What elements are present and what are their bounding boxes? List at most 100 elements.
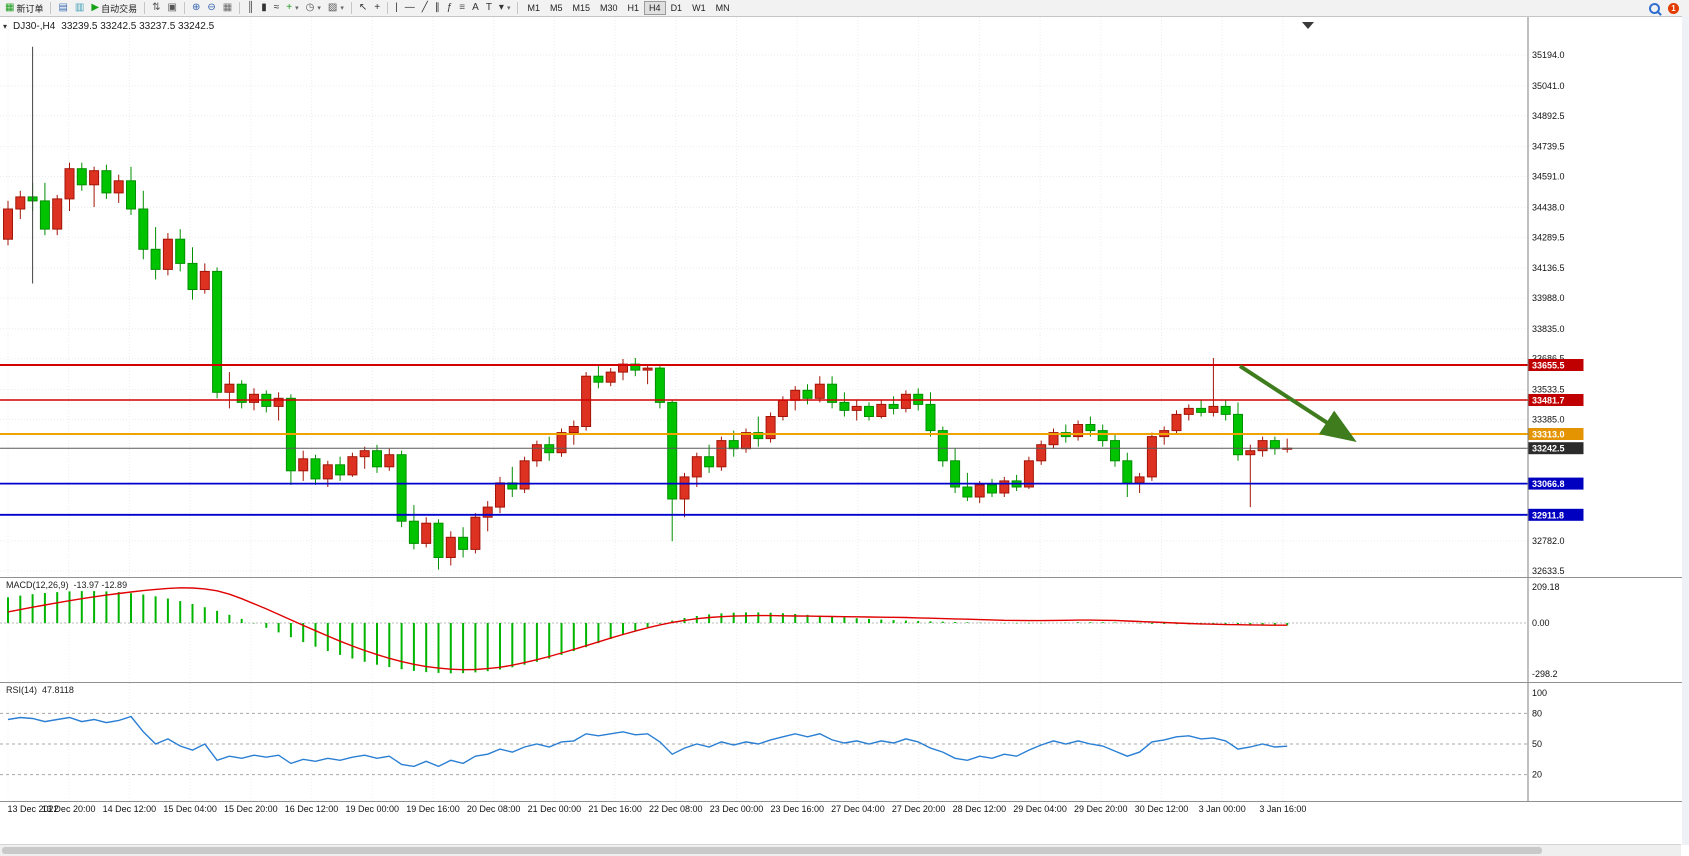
macd-name: MACD(12,26,9) [6, 580, 69, 590]
rsi-line [7, 715, 1288, 768]
periods-button[interactable]: ◷ ▾ [303, 1, 324, 15]
toolbar-separator [50, 2, 52, 14]
periods-icon: ◷ [305, 2, 315, 13]
timeframe-m5[interactable]: M5 [549, 3, 563, 13]
toolbar-separator [239, 2, 241, 14]
timeframe-h4[interactable]: H4 [644, 1, 666, 15]
bar-chart-type-button[interactable]: ║ [244, 1, 257, 15]
toolbar-separator [387, 2, 389, 14]
search-icon[interactable] [1649, 2, 1660, 14]
timeframe-d1[interactable]: D1 [670, 3, 683, 13]
fibonacci-button[interactable]: ƒ [444, 1, 456, 15]
templates-button-dropdown-icon[interactable]: ▾ [340, 5, 344, 12]
candlestick-type-icon: ▮ [261, 2, 267, 13]
arrows-button-dropdown-icon[interactable]: ▾ [506, 5, 511, 12]
horizontal-scrollbar-thumb[interactable] [2, 847, 1542, 854]
auto-trading-button[interactable]: ▶ 自动交易 [88, 1, 140, 15]
toolbar-separator [183, 2, 185, 14]
svg-text:32911.8: 32911.8 [1532, 510, 1564, 520]
horizontal-line-icon: — [404, 2, 415, 13]
timeframe-mn[interactable]: MN [715, 3, 730, 13]
zoom-out-icon: ⊖ [207, 2, 216, 13]
timeframe-m15[interactable]: M15 [572, 3, 591, 13]
templates-button[interactable]: ▨ ▾ [325, 1, 347, 15]
text-icon: A [472, 2, 479, 13]
notification-badge[interactable]: 1 [1668, 2, 1679, 14]
trend-arrow [1238, 364, 1357, 442]
macd-panel[interactable]: 209.18 0.00 -298.2 MACD(12,26,9) -13.97 -1… [0, 578, 1689, 683]
shapes-button[interactable]: ≡ [456, 1, 468, 15]
tile-windows-button[interactable]: ▦ [220, 1, 235, 15]
zoom-out-button[interactable]: ⊖ [204, 1, 218, 15]
svg-text:20: 20 [1532, 770, 1542, 780]
time-axis-label: 23 Dec 00:00 [709, 804, 764, 814]
text-label-button[interactable]: T [483, 1, 495, 15]
price-chart-canvas[interactable]: 35194.0 35041.0 34892.5 34739.5 34591.0 34438… [0, 17, 1689, 577]
cursor-button[interactable]: ↖ [356, 1, 370, 15]
market-watch-button[interactable]: ▤ [55, 1, 70, 15]
text-button[interactable]: A [469, 1, 482, 15]
tile-windows-icon: ▦ [222, 2, 233, 13]
price-axis: 35194.0 35041.0 34892.5 34739.5 34591.0 34438… [1527, 17, 1584, 577]
rsi-axis: 100 80 50 20 [1527, 683, 1547, 801]
arrows-button[interactable]: ▾ ▾ [496, 1, 514, 15]
new-order-button[interactable]: ▦ 新订单 [2, 1, 46, 15]
navigator-button[interactable]: ▥ [72, 1, 87, 15]
time-axis-label: 29 Dec 04:00 [1013, 804, 1067, 814]
rsi-panel[interactable]: 100 80 50 20 RSI(14) 47.8118 [0, 683, 1689, 802]
horizontal-scrollbar[interactable] [0, 844, 1681, 856]
macd-canvas[interactable]: 209.18 0.00 -298.2 [0, 578, 1689, 682]
svg-text:0.00: 0.00 [1532, 618, 1550, 628]
indicators-window-icon: ⇅ [152, 2, 161, 13]
horizontal-lines[interactable] [0, 364, 1528, 516]
toolbar-separator [144, 2, 146, 14]
svg-text:100: 100 [1532, 688, 1547, 698]
auto-trading-icon: ▶ [91, 2, 100, 13]
market-watch-icon: ▤ [58, 2, 68, 13]
add-indicator-button[interactable]: + ▾ [283, 1, 301, 15]
chart-shift-marker[interactable] [1302, 22, 1314, 29]
macd-label: MACD(12,26,9) -13.97 -12.89 [6, 580, 127, 590]
time-axis-label: 15 Dec 20:00 [224, 804, 278, 814]
zoom-in-button[interactable]: ⊕ [189, 1, 203, 15]
time-axis-label: 23 Dec 16:00 [770, 804, 824, 814]
timeframe-h1[interactable]: H1 [627, 3, 640, 13]
trendline-button[interactable]: ╱ [419, 1, 431, 15]
vertical-line-button[interactable]: | [392, 1, 401, 15]
timeframe-w1[interactable]: W1 [692, 3, 706, 13]
add-indicator-icon: + [286, 2, 293, 13]
timeframe-m30[interactable]: M30 [600, 3, 618, 13]
macd-axis: 209.18 0.00 -298.2 [1527, 578, 1560, 682]
time-axis-label: 27 Dec 20:00 [891, 804, 946, 814]
crosshair-button[interactable]: + [371, 1, 383, 15]
chart-menu-icon[interactable]: ▾ [3, 22, 8, 31]
periods-button-dropdown-icon[interactable]: ▾ [317, 5, 321, 12]
timeframe-m1[interactable]: M1 [527, 3, 540, 13]
equidistant-channel-icon: ∥ [434, 2, 440, 13]
svg-text:209.18: 209.18 [1532, 582, 1560, 592]
svg-text:34892.5: 34892.5 [1532, 111, 1565, 121]
auto-trading-button-label: 自动交易 [101, 3, 138, 14]
history-center-icon: ▣ [167, 2, 177, 13]
price-chart-panel[interactable]: 35194.0 35041.0 34892.5 34739.5 34591.0 34438… [0, 17, 1689, 578]
svg-text:33385.0: 33385.0 [1532, 415, 1565, 425]
svg-text:35041.0: 35041.0 [1532, 81, 1565, 91]
equidistant-channel-button[interactable]: ∥ [432, 1, 443, 15]
vertical-scrollbar[interactable] [1682, 16, 1689, 845]
add-indicator-button-dropdown-icon[interactable]: ▾ [295, 5, 299, 12]
candlestick-type-button[interactable]: ▮ [258, 1, 270, 15]
line-chart-type-button[interactable]: ≈ [271, 1, 283, 15]
rsi-canvas[interactable]: 100 80 50 20 [0, 683, 1689, 801]
shapes-icon: ≡ [459, 2, 466, 13]
templates-icon: ▨ [327, 2, 338, 13]
horizontal-line-button[interactable]: — [402, 1, 418, 15]
arrows-icon: ▾ [498, 2, 504, 13]
history-center-button[interactable]: ▣ [164, 1, 179, 15]
indicators-window-button[interactable]: ⇅ [149, 1, 163, 15]
annotations[interactable] [32, 46, 1357, 442]
time-axis-label: 27 Dec 04:00 [831, 804, 885, 814]
chart-window: 35194.0 35041.0 34892.5 34739.5 34591.0 34438… [0, 17, 1689, 818]
line-chart-type-icon: ≈ [273, 2, 280, 13]
chart-title: ▾ DJ30-,H4 33239.5 33242.5 33237.5 33242… [3, 21, 214, 32]
svg-text:33313.0: 33313.0 [1532, 430, 1565, 440]
